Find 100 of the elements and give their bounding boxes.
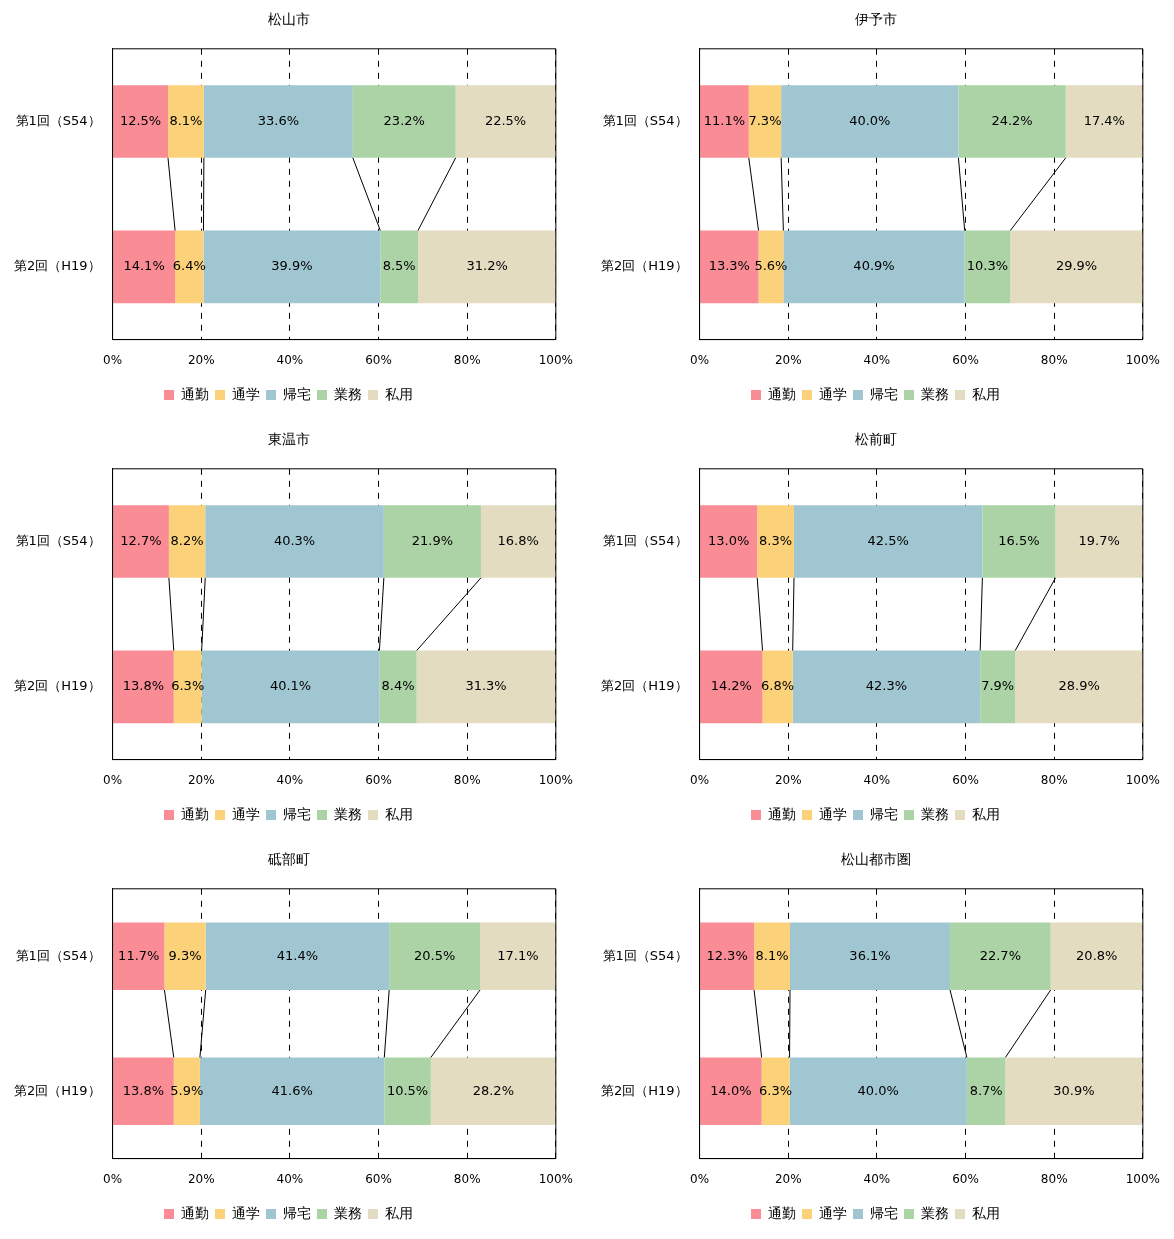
data-label: 5.6% [754,258,788,274]
bar [203,230,381,304]
x-tick-label: 40% [276,772,304,787]
data-label: 22.5% [484,112,527,128]
x-tick-label: 80% [1040,772,1068,787]
chart-title: 東温市 [267,431,310,448]
data-label: 40.3% [273,532,316,548]
x-tick-label: 100% [538,772,573,787]
bar [792,650,981,724]
bar [1005,1057,1143,1125]
legend-label: 帰宅 [283,805,311,822]
x-tick-label: 80% [1040,1171,1068,1186]
data-label: 41.4% [276,947,319,963]
legend-label: 私用 [972,1204,1000,1221]
legend-label: 通勤 [181,805,209,822]
data-label: 5.9% [170,1082,204,1098]
legend-label: 業務 [921,805,949,822]
data-label: 28.9% [1058,678,1100,694]
bar [113,505,169,578]
y-tick-label: 第2回（H19） [13,1082,101,1098]
data-label: 9.3% [168,947,202,963]
data-label: 23.2% [383,112,425,128]
data-label: 40.0% [849,112,891,128]
y-tick-label: 第2回（H19） [13,258,101,274]
data-label: 10.5% [386,1082,429,1098]
data-label: 31.2% [466,258,508,274]
legend-label: 通学 [232,385,260,402]
data-label: 42.3% [865,678,908,694]
legend-label: 帰宅 [870,805,898,822]
bar [113,650,174,724]
data-label: 8.5% [382,258,416,274]
bar [352,85,456,158]
x-tick-label: 60% [952,1171,979,1186]
chart-title: 砥部町 [266,851,310,868]
data-label: 19.7% [1078,532,1120,548]
bar [113,922,165,990]
bar [480,922,556,990]
x-tick-label: 80% [1040,352,1068,367]
bar [175,230,204,304]
x-tick-label: 80% [453,352,481,367]
legend-label: 帰宅 [283,1204,311,1221]
bar [1055,505,1143,578]
bar [966,1057,1006,1125]
data-label: 33.6% [257,112,300,128]
bar [113,85,168,158]
legend-label: 通学 [232,1204,260,1221]
legend-label: 通勤 [181,1204,209,1221]
x-tick-label: 60% [952,772,979,787]
legend-label: 私用 [972,805,1000,822]
bar [700,650,763,724]
x-tick-label: 40% [863,352,891,367]
bar [168,505,206,578]
data-label: 6.3% [171,678,205,694]
x-tick-label: 40% [863,1171,891,1186]
legend-label: 業務 [921,1204,949,1221]
bar [980,650,1016,724]
data-label: 11.7% [118,947,160,963]
legend-label: 帰宅 [283,385,311,402]
legend-label: 通勤 [768,805,796,822]
bar [379,650,417,724]
bar [384,1057,431,1125]
data-label: 11.1% [703,112,746,128]
bar [761,1057,790,1125]
data-label: 12.5% [119,112,162,128]
data-label: 36.1% [849,947,891,963]
y-tick-label: 第2回（H19） [13,678,101,694]
legend-label: 業務 [334,805,362,822]
legend-label: 私用 [972,385,1000,402]
y-tick-label: 第1回（S54） [15,947,101,963]
data-label: 7.3% [748,112,782,128]
bar [173,650,202,724]
data-label: 22.7% [979,947,1021,963]
y-tick-label: 第1回（S54） [15,112,101,128]
x-tick-label: 0% [690,352,710,367]
bar [790,922,951,990]
legend-label: 通学 [232,805,260,822]
data-label: 6.4% [172,258,206,274]
chart-title: 松前町 [854,431,897,448]
legend-label: 通勤 [181,385,209,402]
x-tick-label: 0% [103,772,123,787]
chart-title: 松山市 [267,11,310,28]
data-label: 14.1% [123,258,165,274]
x-tick-label: 100% [1125,1171,1160,1186]
legend-label: 私用 [385,805,413,822]
x-tick-label: 0% [690,1171,710,1186]
x-tick-label: 20% [774,352,802,367]
x-tick-label: 40% [863,772,891,787]
y-tick-label: 第2回（H19） [600,258,688,274]
bar [964,230,1011,304]
x-tick-label: 40% [276,352,304,367]
data-label: 8.3% [759,532,793,548]
data-label: 10.3% [966,258,1009,274]
data-label: 12.3% [706,947,748,963]
data-label: 13.3% [708,258,750,274]
bar [168,85,204,158]
bar [205,505,384,578]
data-label: 20.5% [413,947,456,963]
data-label: 40.1% [269,678,312,694]
data-label: 7.9% [981,678,1015,694]
x-tick-label: 60% [952,352,979,367]
